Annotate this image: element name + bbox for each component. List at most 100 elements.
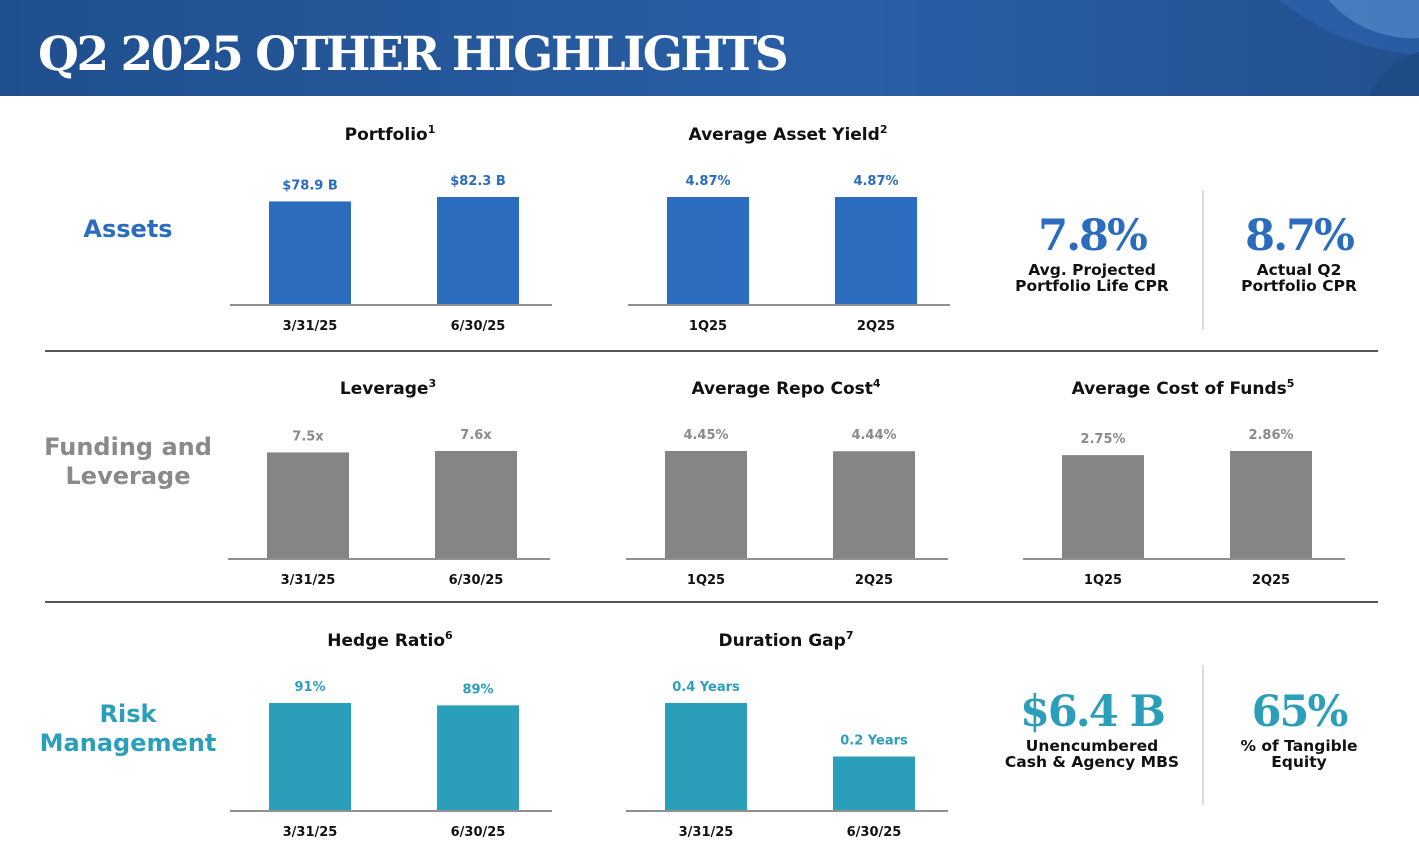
row-label-assets: Assets: [0, 215, 256, 244]
repo-cost-bar-2: [833, 451, 915, 558]
duration-gap-bar-1: [665, 703, 747, 810]
stat-tangible-equity: 65% % of Tangible Equity: [1199, 688, 1399, 770]
repo-cost-data-label-1: 4.45%: [683, 428, 728, 443]
leverage-tick-label-2: 6/30/25: [449, 573, 504, 588]
leverage-footnote-marker: 3: [428, 377, 436, 390]
row-label-assets-text: Assets: [83, 215, 173, 243]
leverage-bar-1: [267, 452, 349, 558]
hedge-ratio-bar-2: [437, 705, 519, 810]
asset-yield-data-label-1: 4.87%: [685, 174, 730, 189]
duration-gap-title-text: Duration Gap: [719, 631, 846, 651]
hedge-ratio-data-label-2: 89%: [462, 682, 493, 697]
asset-yield-footnote-marker: 2: [880, 123, 888, 136]
row-divider-2: [45, 601, 1378, 603]
cost-of-funds-bar-1: [1062, 455, 1144, 558]
stat-tangible-equity-label-line1: % of Tangible: [1240, 737, 1358, 755]
hedge-ratio-bar-1: [269, 703, 351, 810]
stat-unencumbered: $6.4 B Unencumbered Cash & Agency MBS: [992, 688, 1192, 770]
stat-actual-cpr: 8.7% Actual Q2 Portfolio CPR: [1199, 212, 1399, 294]
portfolio-bar-1: [269, 201, 351, 304]
asset-yield-chart-title: Average Asset Yield2: [689, 123, 888, 145]
leverage-chart-title: Leverage3: [340, 377, 436, 399]
stat-actual-cpr-label-line2: Portfolio CPR: [1241, 277, 1357, 295]
stat-projected-cpr: 7.8% Avg. Projected Portfolio Life CPR: [992, 212, 1192, 294]
repo-cost-tick-label-1: 1Q25: [687, 573, 725, 588]
stat-separator-risk: [1202, 665, 1204, 805]
stat-actual-cpr-label-line1: Actual Q2: [1256, 261, 1342, 279]
duration-gap-tick-label-1: 3/31/25: [679, 825, 734, 840]
row-label-funding: Funding and Leverage: [0, 433, 256, 491]
duration-gap-data-label-2: 0.2 Years: [840, 734, 908, 749]
repo-cost-footnote-marker: 4: [873, 377, 881, 390]
leverage-bar-2: [435, 451, 517, 558]
repo-cost-chart-title: Average Repo Cost4: [691, 377, 880, 399]
hedge-ratio-title-text: Hedge Ratio: [327, 631, 445, 651]
page-header: Q2 2025 OTHER HIGHLIGHTS: [0, 0, 1419, 96]
hedge-ratio-tick-label-2: 6/30/25: [451, 825, 506, 840]
stat-unencumbered-label-line2: Cash & Agency MBS: [1004, 753, 1180, 771]
repo-cost-chart: Average Repo Cost4 4.45% 1Q25 4.44% 2Q25: [626, 377, 948, 588]
row-divider-1: [45, 350, 1378, 352]
cost-of-funds-title-text: Average Cost of Funds: [1072, 379, 1287, 399]
stat-projected-cpr-label-line2: Portfolio Life CPR: [1015, 277, 1169, 295]
repo-cost-tick-label-2: 2Q25: [855, 573, 893, 588]
asset-yield-data-label-2: 4.87%: [853, 174, 898, 189]
row-label-risk-line1: Risk: [99, 700, 157, 728]
portfolio-title-text: Portfolio: [345, 125, 428, 145]
cost-of-funds-tick-label-1: 1Q25: [1084, 573, 1122, 588]
duration-gap-tick-label-2: 6/30/25: [847, 825, 902, 840]
cost-of-funds-chart: Average Cost of Funds5 2.75% 1Q25 2.86% 2Q25: [1023, 377, 1345, 588]
leverage-title-text: Leverage: [340, 379, 429, 399]
hedge-ratio-footnote-marker: 6: [445, 629, 453, 642]
duration-gap-chart: Duration Gap7 0.4 Years 3/31/25 0.2 Years 6/…: [626, 629, 948, 840]
row-label-funding-line2: Leverage: [65, 462, 191, 490]
asset-yield-tick-label-1: 1Q25: [689, 319, 727, 334]
row-label-risk-line2: Management: [39, 729, 217, 757]
leverage-tick-label-1: 3/31/25: [281, 573, 336, 588]
stat-actual-cpr-value: 8.7%: [1245, 211, 1355, 261]
duration-gap-chart-title: Duration Gap7: [719, 629, 854, 651]
portfolio-bar-2: [437, 197, 519, 304]
duration-gap-footnote-marker: 7: [846, 629, 854, 642]
hedge-ratio-chart: Hedge Ratio6 91% 3/31/25 89% 6/30/25: [230, 629, 552, 840]
duration-gap-bar-2: [833, 756, 915, 810]
asset-yield-tick-label-2: 2Q25: [857, 319, 895, 334]
stat-unencumbered-label-line1: Unencumbered: [1025, 737, 1159, 755]
portfolio-tick-label-2: 6/30/25: [451, 319, 506, 334]
cost-of-funds-tick-label-2: 2Q25: [1252, 573, 1290, 588]
cost-of-funds-data-label-2: 2.86%: [1248, 428, 1293, 443]
asset-yield-bar-2: [835, 197, 917, 304]
portfolio-footnote-marker: 1: [428, 123, 436, 136]
hedge-ratio-data-label-1: 91%: [294, 680, 325, 695]
leverage-data-label-1: 7.5x: [292, 429, 324, 444]
row-label-funding-line1: Funding and: [44, 433, 212, 461]
stat-tangible-equity-value: 65%: [1251, 687, 1349, 737]
portfolio-chart-title: Portfolio1: [345, 123, 436, 145]
stat-tangible-equity-label-line2: Equity: [1271, 753, 1327, 771]
asset-yield-bar-1: [667, 197, 749, 304]
hedge-ratio-tick-label-1: 3/31/25: [283, 825, 338, 840]
portfolio-data-label-1: $78.9 B: [282, 178, 338, 193]
leverage-chart: Leverage3 7.5x 3/31/25 7.6x 6/30/25: [228, 377, 550, 588]
cost-of-funds-bar-2: [1230, 451, 1312, 558]
row-label-risk: Risk Management: [0, 700, 256, 758]
stat-unencumbered-value: $6.4 B: [1019, 687, 1166, 737]
page-title: Q2 2025 OTHER HIGHLIGHTS: [38, 27, 789, 82]
duration-gap-data-label-1: 0.4 Years: [672, 680, 740, 695]
repo-cost-title-text: Average Repo Cost: [691, 379, 872, 399]
header-decoration: [1279, 0, 1419, 96]
cost-of-funds-data-label-1: 2.75%: [1080, 432, 1125, 447]
asset-yield-chart: Average Asset Yield2 4.87% 1Q25 4.87% 2Q25: [628, 123, 950, 334]
cost-of-funds-chart-title: Average Cost of Funds5: [1072, 377, 1295, 399]
stat-separator-assets: [1202, 190, 1204, 330]
stat-projected-cpr-label-line1: Avg. Projected: [1028, 261, 1156, 279]
portfolio-tick-label-1: 3/31/25: [283, 319, 338, 334]
leverage-data-label-2: 7.6x: [460, 428, 492, 443]
portfolio-chart: Portfolio1 $78.9 B 3/31/25 $82.3 B 6/30/25: [230, 123, 552, 334]
portfolio-data-label-2: $82.3 B: [450, 174, 506, 189]
repo-cost-data-label-2: 4.44%: [851, 428, 896, 443]
cost-of-funds-footnote-marker: 5: [1287, 377, 1295, 390]
asset-yield-title-text: Average Asset Yield: [689, 125, 880, 145]
stat-projected-cpr-value: 7.8%: [1038, 211, 1148, 261]
repo-cost-bar-1: [665, 451, 747, 558]
